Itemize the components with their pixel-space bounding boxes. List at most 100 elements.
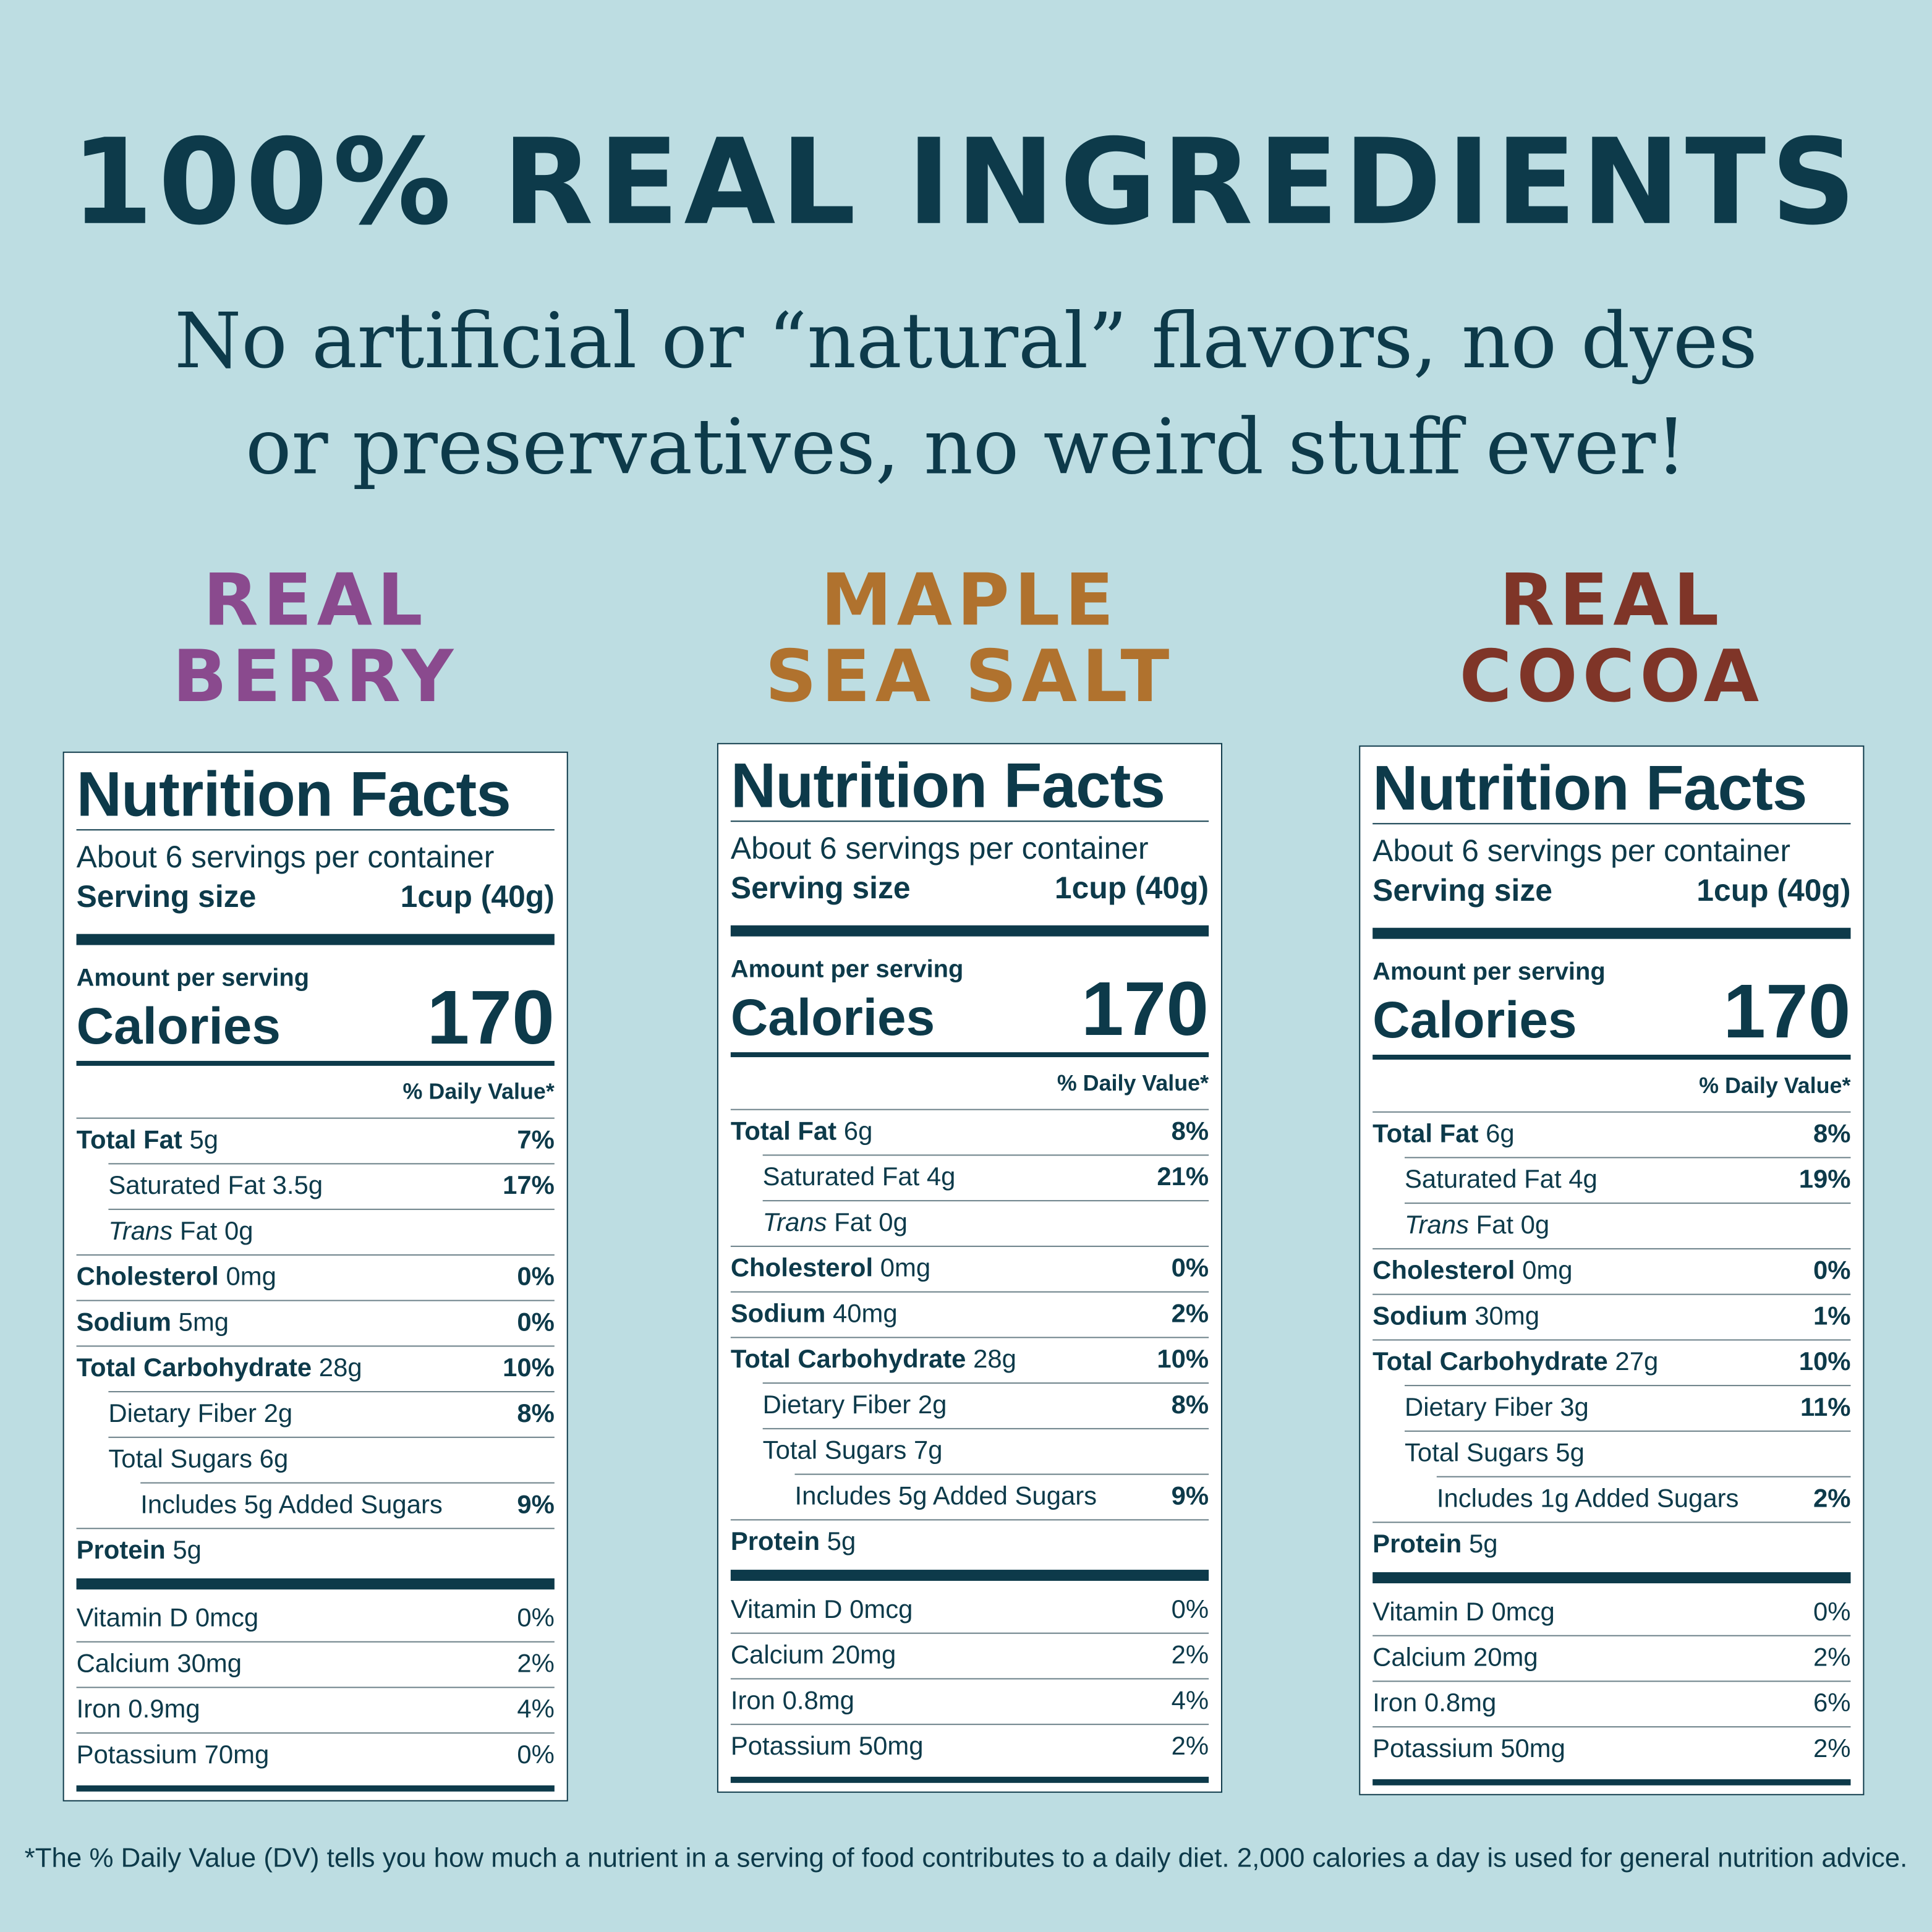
vitamin-row: Iron 0.8mg 6% (1372, 1680, 1851, 1726)
daily-value: 21% (1157, 1163, 1209, 1192)
nutrient-amount: 7g (913, 1436, 943, 1465)
vitamin-row: Potassium 50mg 2% (1372, 1726, 1851, 1772)
nutrient-italic: Trans (762, 1209, 827, 1237)
nutrient-label: Total Fat (76, 1126, 182, 1155)
nutrient-name: Cholesterol 0mg (731, 1247, 930, 1292)
nutrient-label: Total Carbohydrate (1372, 1348, 1608, 1377)
flavor-name: REAL (1499, 558, 1724, 642)
vitamin-row: Calcium 20mg 2% (1372, 1635, 1851, 1681)
nutrient-label: Saturated Fat (762, 1163, 920, 1192)
calories-value: 170 (427, 976, 555, 1061)
nutrient-label: Fat (1476, 1211, 1514, 1240)
flavor-name: REAL (203, 558, 428, 642)
nutrient-label: Dietary Fiber (1404, 1394, 1553, 1422)
nutrient-name: Sodium 40mg (731, 1293, 898, 1337)
nutrient-name: Includes 5g Added Sugars (140, 1484, 443, 1528)
daily-value: 0% (1171, 1254, 1209, 1283)
serving-row: Serving size 1cup (40g) (1372, 871, 1850, 911)
nutrient-amount: 40mg (832, 1300, 898, 1329)
nutrient-label: Total Carbohydrate (76, 1354, 312, 1383)
nutrient-name: Sodium 30mg (1372, 1295, 1539, 1340)
nutrient-label: Total Fat (1372, 1120, 1479, 1149)
nutrient-label: Includes 5g Added Sugars (794, 1482, 1097, 1511)
nutrient-label: Protein (76, 1536, 166, 1565)
thick-rule (1372, 1572, 1851, 1583)
daily-value: 2% (1813, 1484, 1851, 1513)
daily-value: 9% (1171, 1482, 1209, 1511)
nutrient-italic: Trans (1404, 1211, 1469, 1240)
vitamin-dv: 2% (517, 1649, 555, 1679)
nutrient-name: Cholesterol 0mg (1372, 1249, 1572, 1294)
serving-size: 1cup (40g) (1696, 874, 1851, 908)
vitamin-row: Calcium 30mg 2% (76, 1641, 555, 1687)
vitamin-dv: 2% (1171, 1641, 1209, 1670)
flavor-name: COCOA (1459, 634, 1764, 718)
nutrient-amount: 2g (917, 1391, 947, 1419)
nutrient-label: Sodium (1372, 1302, 1468, 1331)
vitamin-dv: 4% (517, 1695, 555, 1724)
nutrient-row: Protein 5g (730, 1519, 1209, 1565)
nutrient-row: Total Sugars 5g (1404, 1430, 1851, 1476)
nutrient-name: Total Sugars 5g (1405, 1432, 1585, 1476)
nutrient-row: Trans Fat 0g (108, 1209, 555, 1254)
nutrient-name: Saturated Fat 4g (763, 1155, 956, 1200)
vitamin-label: Iron 0.9mg (76, 1695, 200, 1724)
daily-value: 0% (517, 1308, 555, 1337)
nutrient-name: Protein 5g (77, 1529, 202, 1573)
daily-value: 0% (1813, 1256, 1851, 1285)
nutrition-label: Nutrition Facts About 6 servings per cont… (62, 751, 568, 1802)
calories-row: Calories 170 (77, 980, 555, 1057)
calories-row: Calories 170 (1372, 974, 1850, 1050)
nutrient-label: Dietary Fiber (762, 1391, 911, 1419)
vitamin-dv: 0% (1813, 1598, 1851, 1627)
nutrition-label: Nutrition Facts About 6 servings per cont… (1359, 745, 1865, 1795)
nutrient-label: Cholesterol (76, 1262, 219, 1292)
nutrient-amount: 6g (843, 1117, 873, 1146)
nutrient-label: Includes 1g Added Sugars (1436, 1484, 1739, 1513)
nutrient-amount: 28g (318, 1354, 362, 1383)
vitamin-row: Potassium 50mg 2% (730, 1724, 1209, 1769)
vitamin-label: Vitamin D 0mcg (76, 1604, 259, 1633)
bottom-rule (1372, 1779, 1851, 1785)
nutrient-row: Protein 5g (76, 1528, 555, 1573)
thick-rule (730, 925, 1209, 937)
label-title: Nutrition Facts (730, 751, 1209, 822)
footnote: *The % Daily Value (DV) tells you how mu… (24, 1842, 1908, 1873)
daily-value: 19% (1798, 1165, 1851, 1194)
nutrient-amount: 5mg (178, 1308, 229, 1337)
nutrition-label: Nutrition Facts About 6 servings per cont… (717, 743, 1223, 1793)
nutrient-label: Fat (834, 1209, 872, 1237)
vitamin-row: Vitamin D 0mcg 0% (77, 1597, 555, 1641)
dv-header: % Daily Value* (402, 1079, 555, 1104)
nutrient-row: Total Carbohydrate 28g 10% (730, 1337, 1209, 1382)
amount-label: Amount per serving (730, 956, 964, 984)
nutrient-label: Protein (730, 1528, 820, 1557)
nutrient-label: Cholesterol (730, 1254, 874, 1283)
nutrient-amount: 27g (1615, 1348, 1659, 1377)
nutrient-label: Dietary Fiber (108, 1400, 257, 1428)
serving-label: Serving size (1372, 874, 1552, 908)
nutrient-name: Total Fat 6g (731, 1110, 873, 1155)
nutrient-amount: 4g (1568, 1165, 1598, 1194)
daily-value: 1% (1813, 1302, 1851, 1331)
nutrient-row: Saturated Fat 3.5g 17% (108, 1163, 555, 1209)
daily-value: 2% (1171, 1300, 1209, 1329)
nutrient-amount: 4g (926, 1163, 956, 1192)
nutrient-row: Sodium 30mg 1% (1372, 1293, 1851, 1340)
nutrient-label: Fat (179, 1217, 218, 1246)
nutrient-label: Saturated Fat (108, 1172, 265, 1201)
daily-value: 7% (517, 1126, 555, 1155)
nutrient-name: Protein 5g (731, 1520, 856, 1565)
rule (76, 1060, 555, 1066)
nutrient-name: Sodium 5mg (77, 1301, 229, 1346)
nutrient-label: Total Sugars (762, 1436, 907, 1465)
nutrient-row: Dietary Fiber 3g 11% (1404, 1385, 1851, 1431)
serving-size: 1cup (40g) (1054, 871, 1209, 906)
subtitle-line: No artificial or “natural” flavors, no d… (174, 296, 1758, 386)
nutrient-row: Total Carbohydrate 28g 10% (76, 1345, 555, 1391)
serving-label: Serving size (730, 871, 911, 906)
nutrient-amount: 5g (1555, 1439, 1585, 1468)
nutrient-row: Includes 1g Added Sugars 2% (1436, 1476, 1851, 1522)
nutrient-amount: 5g (189, 1126, 219, 1155)
nutrient-name: Total Carbohydrate 28g (731, 1338, 1016, 1382)
